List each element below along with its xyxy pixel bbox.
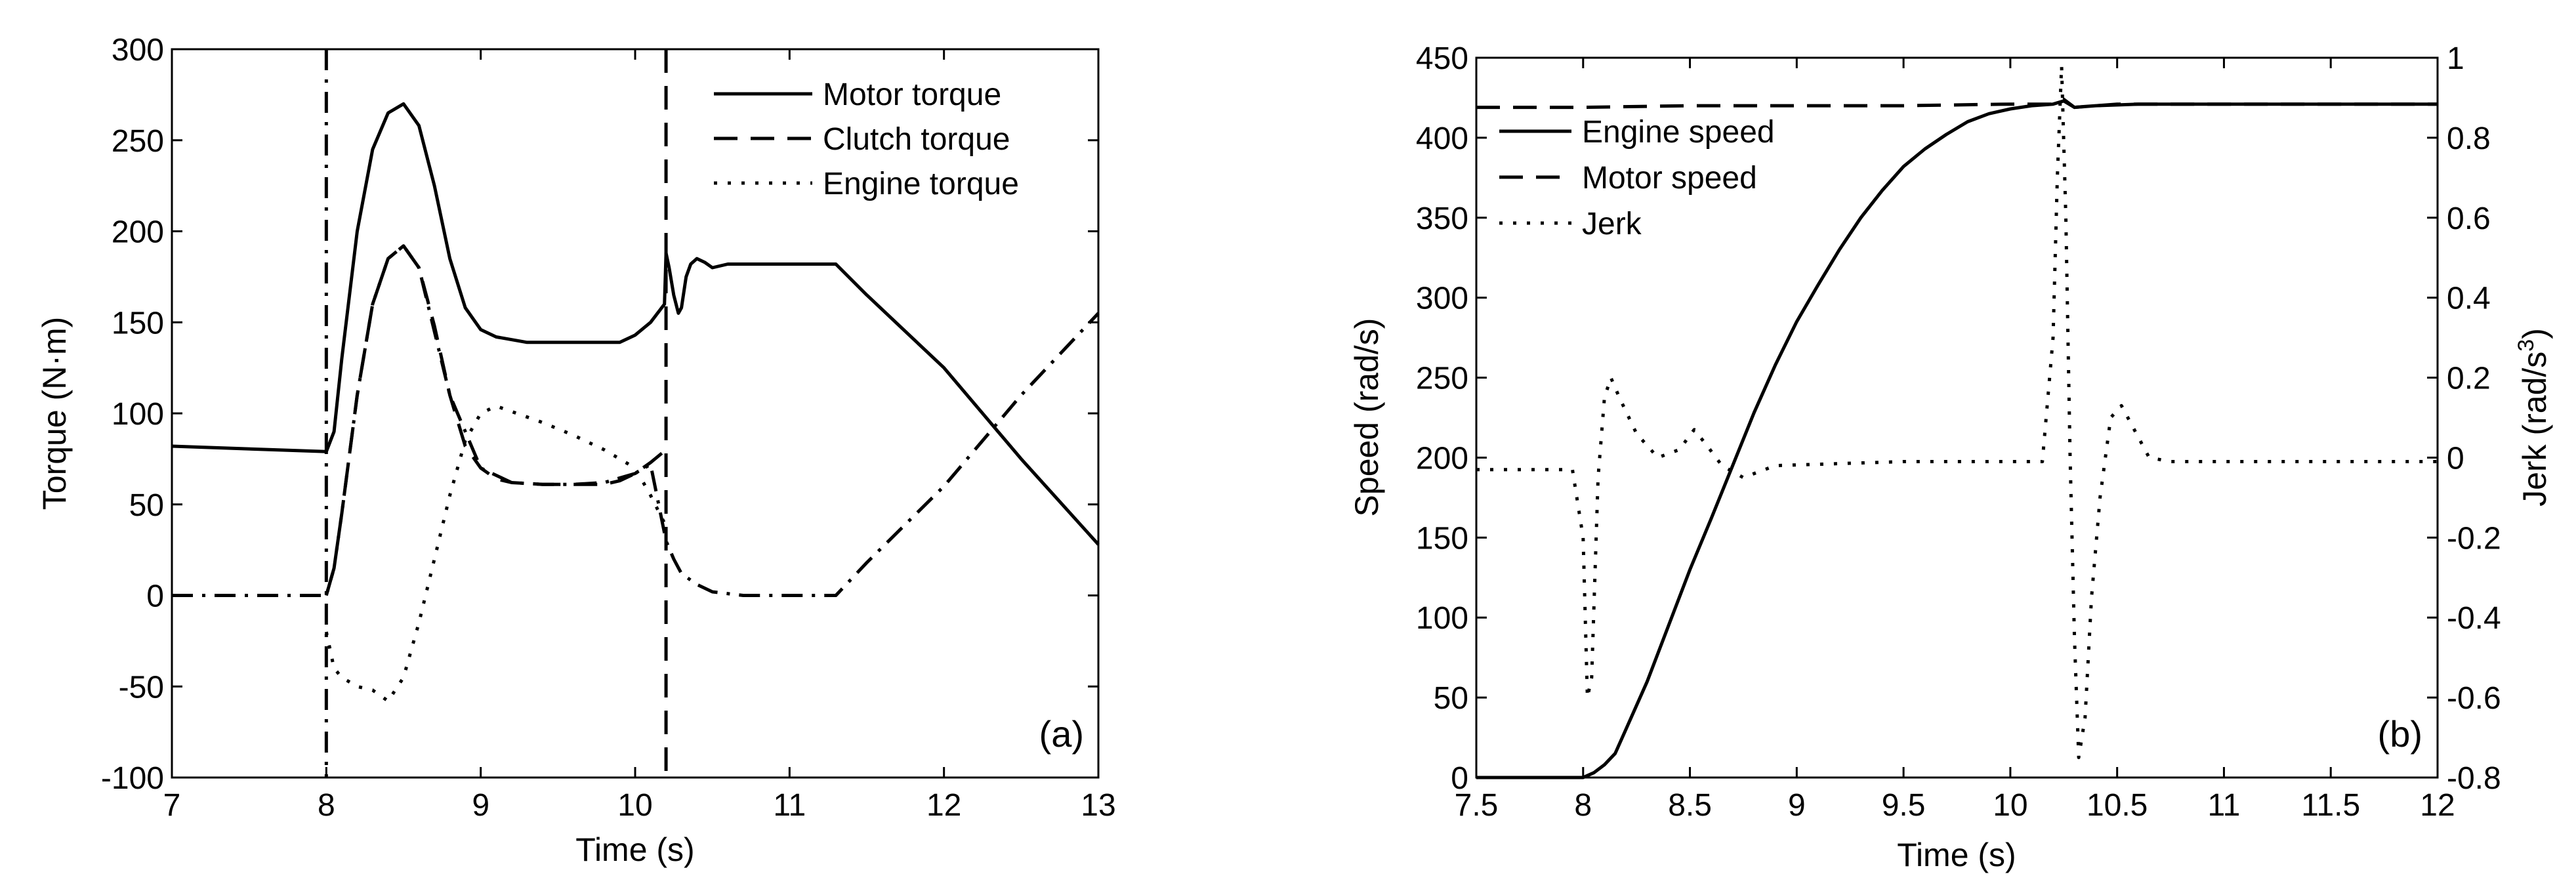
panel-b-x-tick-label: 10 — [1993, 788, 2027, 823]
panel-b-legend-label: Motor speed — [1582, 161, 1757, 196]
panel-a-y-tick-label: 300 — [112, 33, 164, 68]
panel-a-y-tick-label: 200 — [112, 215, 164, 250]
panel-b-y2-tick-label: -0.6 — [2447, 681, 2501, 716]
panel-b-y2-tick-label: -0.4 — [2447, 601, 2501, 636]
panel-b-y2-tick-label: 0.4 — [2447, 281, 2491, 316]
panel-b-x-tick-label: 11 — [2208, 788, 2241, 823]
panel-a-y-tick-label: 150 — [112, 306, 164, 341]
panel-a-legend-label: Engine torque — [823, 167, 1019, 201]
panel-a-x-tick-label: 12 — [926, 788, 961, 823]
panel-a-y-axis-label: Torque (N·m) — [36, 317, 73, 510]
panel-a-series-3-line — [172, 244, 1100, 597]
panel-b-x-tick-label: 11.5 — [2301, 788, 2360, 823]
panel-a-legend-label: Motor torque — [823, 77, 1001, 112]
panel-b-y2-tick-label: -0.8 — [2447, 761, 2501, 796]
panel-a-y-tick-label: -50 — [119, 670, 164, 705]
panel-b-label: (b) — [2378, 713, 2422, 755]
panel-a-engine-torque-line — [324, 404, 668, 703]
panel-b-legend-label: Engine speed — [1582, 115, 1775, 150]
panel-b-y2-tick-label: 0.8 — [2447, 121, 2491, 156]
panel-b-y-tick-label: 150 — [1416, 521, 1468, 556]
panel-b-y2-tick-label: 0.6 — [2447, 201, 2491, 236]
panel-a-legend-label: Clutch torque — [823, 122, 1010, 157]
panel-a-y-tick-label: 0 — [146, 579, 164, 614]
panel-a-x-tick-label: 13 — [1081, 788, 1115, 823]
panel-b-tick-labels: 7.5 8 8.5 9 9.5 10 10.5 11 11.5 12050100150200250… — [1416, 41, 2501, 823]
panel-b-y-axis-label: Speed (rad/s) — [1348, 318, 1385, 517]
panel-a-legend: Motor torque Clutch torque Engine torque — [714, 77, 1019, 201]
panel-a-clutch-torque-line — [324, 244, 667, 596]
panel-a-x-tick-label: 8 — [318, 788, 335, 823]
panel-b-legend: Engine speed Motor speed Jerk — [1499, 115, 1775, 241]
panel-b-y-tick-label: 450 — [1416, 41, 1468, 76]
panel-a-tick-labels: 7 8 9 10 11 12 13 -100 -50 0 50 100 150 200 250 300 — [101, 33, 1116, 823]
panel-b-y2-label-tail: ) — [2516, 328, 2553, 339]
panel-a-y-tick-label: -100 — [101, 761, 164, 796]
panel-b-y-tick-label: 250 — [1416, 362, 1468, 396]
panel-a-x-tick-label: 11 — [773, 788, 806, 823]
panel-b-y2-label-main: Jerk (rad/s — [2516, 352, 2553, 507]
panel-b-y2-tick-label: 0.2 — [2447, 362, 2491, 396]
panel-b-motor-speed-line — [1476, 97, 2438, 110]
panel-b-y-tick-label: 300 — [1416, 281, 1468, 316]
panel-a-x-tick-label: 10 — [617, 788, 652, 823]
panel-b-x-axis-label: Time (s) — [1897, 837, 2016, 873]
panel-b-y2-axis-label: Jerk (rad/s3) — [2514, 328, 2553, 507]
panel-b-legend-label: Jerk — [1582, 207, 1642, 241]
panel-b-y2-label-sup: 3 — [2514, 339, 2539, 352]
panel-a-curves — [171, 49, 1100, 778]
panel-b-y2-tick-label: -0.2 — [2447, 521, 2501, 556]
panel-b-y2-tick-label: 0 — [2447, 441, 2464, 476]
panel-b-x-tick-label: 8.5 — [1668, 788, 1712, 823]
panel-a-tick-marks — [171, 48, 1100, 779]
panel-a-x-tick-label: 9 — [472, 788, 489, 823]
panel-b-x-tick-label: 8 — [1574, 788, 1592, 823]
panel-a-plot-frame — [171, 48, 1100, 779]
panel-a-x-tick-label: 7 — [163, 788, 181, 823]
panel-a-label: (a) — [1039, 713, 1084, 755]
chart-panel-a: 7 8 9 10 11 12 13 -100 -50 0 50 100 150 200 250 300 Tim… — [36, 33, 1116, 868]
panel-b-x-tick-label: 9 — [1788, 788, 1806, 823]
panel-b-y2-tick-label: 1 — [2447, 41, 2464, 76]
panel-b-x-tick-label: 7.5 — [1455, 788, 1499, 823]
panel-b-curves — [1476, 64, 2438, 779]
panel-a-x-axis-label: Time (s) — [575, 831, 694, 868]
panel-b-y-tick-label: 50 — [1434, 681, 1468, 716]
panel-b-x-tick-label: 10.5 — [2087, 788, 2148, 823]
panel-b-y-tick-label: 0 — [1451, 761, 1468, 796]
panel-b-engine-speed-line — [1476, 99, 2438, 779]
panel-a-y-tick-label: 250 — [112, 124, 164, 159]
panel-b-x-tick-label: 12 — [2420, 788, 2455, 823]
panel-a-y-tick-label: 50 — [129, 488, 164, 523]
panel-b-y-tick-label: 400 — [1416, 121, 1468, 156]
panel-b-y-tick-label: 350 — [1416, 201, 1468, 236]
panel-a-y-tick-label: 100 — [112, 397, 164, 432]
panel-b-x-tick-label: 9.5 — [1882, 788, 1926, 823]
panel-b-y-tick-label: 200 — [1416, 441, 1468, 476]
panel-b-y-tick-label: 100 — [1416, 601, 1468, 636]
panel-a-motor-torque-line — [171, 102, 1100, 546]
panel-b-plot-frame — [1475, 56, 2439, 779]
chart-panel-b: 7.5 8 8.5 9 9.5 10 10.5 11 11.5 12050100150200250… — [1348, 41, 2553, 873]
